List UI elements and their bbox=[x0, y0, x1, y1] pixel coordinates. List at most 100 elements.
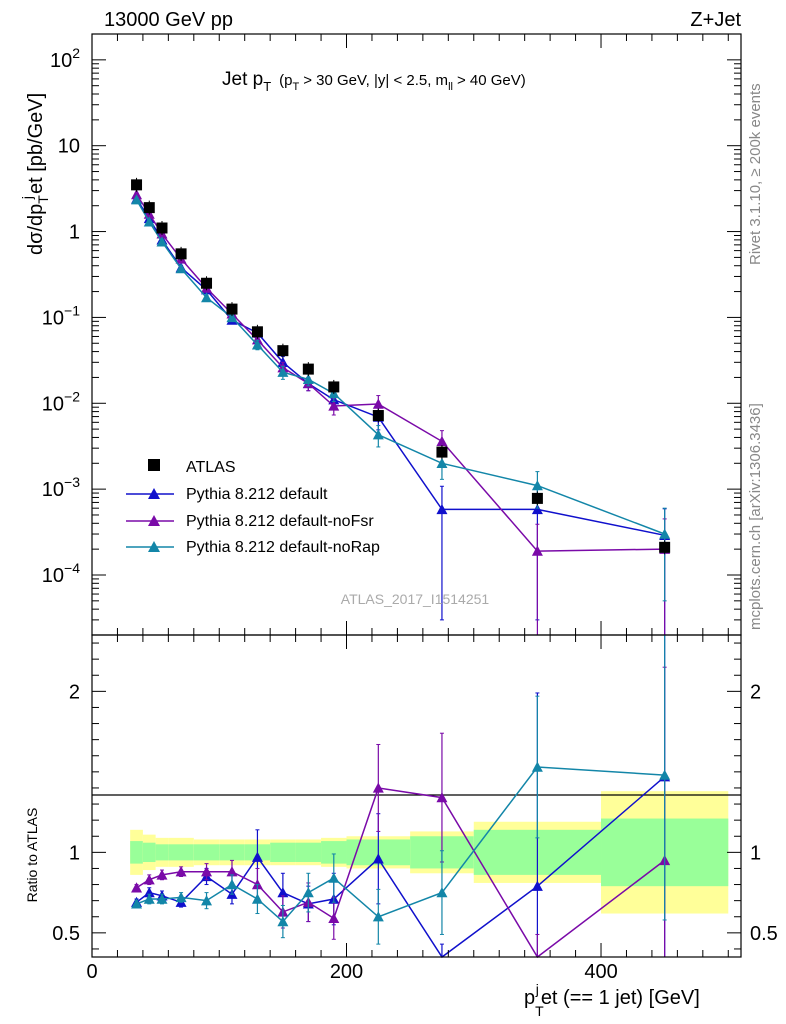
analysis-id: ATLAS_2017_I1514251 bbox=[341, 591, 490, 607]
series-default bbox=[131, 193, 671, 636]
ratio-point-default bbox=[277, 887, 289, 898]
xlabel-rest: et (== 1 jet) [GeV] bbox=[541, 987, 700, 1009]
ratio-data-marks bbox=[131, 634, 671, 959]
ratio-x-tick-label: 400 bbox=[584, 961, 617, 983]
ratio-point-default bbox=[143, 887, 155, 898]
band-stat bbox=[321, 841, 347, 864]
main-y-axis-label: dσ/dpTj et [pb/GeV] bbox=[19, 93, 51, 255]
ratio-series-noFsr bbox=[131, 666, 671, 959]
legend-label-nofsr: Pythia 8.212 default-noFsr bbox=[186, 513, 374, 530]
band-stat bbox=[270, 842, 296, 863]
point-noFsr bbox=[531, 545, 543, 556]
atlas-point bbox=[143, 202, 155, 214]
atlas-point bbox=[277, 345, 289, 357]
legend-entry-norap: Pythia 8.212 default-noRap bbox=[126, 539, 380, 556]
ratio-y-axis-label: Ratio to ATLAS bbox=[24, 808, 40, 903]
point-noRap bbox=[201, 292, 213, 303]
point-noRap bbox=[143, 216, 155, 227]
legend-entry-default: Pythia 8.212 default bbox=[126, 486, 328, 503]
ratio-x-axis-label: pTj et (== 1 jet) [GeV] bbox=[524, 981, 700, 1019]
ratio-point-noRap bbox=[201, 895, 213, 906]
band-stat bbox=[219, 844, 245, 861]
ratio-point-noFsr bbox=[328, 912, 340, 924]
atlas-point bbox=[659, 541, 671, 553]
ratio-uncertainty-bands bbox=[130, 791, 729, 914]
ylabel-main: dσ/dp bbox=[25, 204, 47, 255]
legend-marker-atlas bbox=[148, 459, 160, 471]
main-y-tick-label: 102 bbox=[50, 45, 80, 72]
series-line-default bbox=[135, 198, 665, 537]
title-sub: T bbox=[263, 79, 271, 94]
ratio-y-tick-label-right: 0.5 bbox=[750, 923, 778, 945]
series-noRap bbox=[131, 194, 671, 602]
header-left: 13000 GeV pp bbox=[104, 9, 233, 31]
ratio-x-tick-label: 0 bbox=[86, 961, 97, 983]
main-y-tick-label: 10−2 bbox=[42, 388, 80, 415]
legend-marker-norap bbox=[148, 541, 160, 552]
point-noRap bbox=[131, 194, 143, 205]
atlas-point bbox=[302, 363, 314, 375]
band-stat bbox=[295, 842, 322, 863]
main-y-tick-label: 10−1 bbox=[42, 302, 80, 329]
ylabel-sub: T bbox=[35, 195, 51, 204]
ratio-y-tick-label: 0.5 bbox=[52, 923, 80, 945]
ratio-point-noRap bbox=[251, 893, 263, 904]
point-noRap bbox=[659, 528, 671, 539]
point-noFsr bbox=[131, 189, 143, 200]
ratio-panel: 0.5 0.5 1 1 2 2 0 200 400 Ratio to ATLAS pTj et (… bbox=[24, 634, 778, 1019]
plot-title: Jet pT (pT > 30 GeV, |y| < 2.5, mll > 40 Ge… bbox=[222, 69, 526, 94]
title-cut-rest: > 30 GeV, |y| < 2.5, m bbox=[303, 72, 448, 89]
legend-label-norap: Pythia 8.212 default-noRap bbox=[186, 539, 380, 556]
point-noRap bbox=[302, 373, 314, 385]
xlabel-main: p bbox=[524, 987, 535, 1009]
main-y-tick-labels: 102 10 1 10−1 10−2 10−3 10−4 bbox=[42, 45, 80, 587]
band-stat bbox=[168, 844, 194, 861]
atlas-point bbox=[251, 326, 263, 338]
atlas-point bbox=[531, 492, 543, 504]
title-cut-sub: T bbox=[293, 81, 300, 93]
ratio-point-noRap bbox=[156, 893, 168, 904]
point-noFsr bbox=[436, 435, 448, 447]
band-stat bbox=[142, 842, 156, 863]
ratio-point-noFsr bbox=[201, 866, 213, 877]
mcplots-label: mcplots.cern.ch [arXiv:1306.3436] bbox=[747, 403, 764, 630]
ratio-tick-labels: 0.5 0.5 1 1 2 2 0 200 400 bbox=[52, 681, 778, 983]
ratio-point-noFsr bbox=[175, 866, 187, 877]
ratio-point-noFsr bbox=[372, 782, 384, 793]
legend-label-default: Pythia 8.212 default bbox=[186, 486, 328, 503]
ratio-series-noRap bbox=[131, 634, 671, 945]
atlas-point bbox=[156, 222, 168, 234]
point-noFsr bbox=[372, 398, 384, 409]
ratio-point-noRap bbox=[531, 761, 543, 772]
point-noRap bbox=[251, 339, 263, 350]
legend-marker-nofsr bbox=[148, 515, 160, 526]
ratio-point-noRap bbox=[436, 887, 448, 898]
ratio-x-tick-label: 200 bbox=[330, 961, 363, 983]
ylabel-sup: j bbox=[19, 196, 35, 200]
main-axis-ticks bbox=[91, 33, 741, 636]
point-noFsr bbox=[328, 400, 340, 411]
ratio-point-noRap bbox=[302, 887, 314, 898]
atlas-point bbox=[372, 410, 384, 422]
ratio-point-noRap bbox=[131, 898, 143, 909]
ratio-point-noFsr bbox=[226, 866, 238, 877]
ratio-y-tick-label: 1 bbox=[69, 842, 80, 864]
ratio-y-tick-label: 2 bbox=[69, 681, 80, 703]
legend-entry-atlas: ATLAS bbox=[148, 459, 236, 476]
atlas-point bbox=[328, 381, 340, 393]
title-cut-main: (p bbox=[279, 72, 292, 89]
main-data-marks bbox=[131, 177, 671, 636]
point-noRap bbox=[226, 311, 238, 323]
atlas-point bbox=[131, 179, 143, 191]
ratio-point-noRap bbox=[328, 872, 340, 883]
ylabel-rest: et [pb/GeV] bbox=[25, 93, 47, 194]
ratio-point-noRap bbox=[659, 769, 671, 780]
ratio-point-noFsr bbox=[131, 882, 143, 893]
ratio-point-noFsr bbox=[436, 792, 448, 803]
rivet-label: Rivet 3.1.10, ≥ 200k events bbox=[747, 83, 764, 265]
title-main: Jet p bbox=[222, 69, 263, 90]
header-right: Z+Jet bbox=[690, 9, 741, 31]
xlabel-sub: T bbox=[535, 1003, 544, 1019]
point-default bbox=[436, 503, 448, 515]
